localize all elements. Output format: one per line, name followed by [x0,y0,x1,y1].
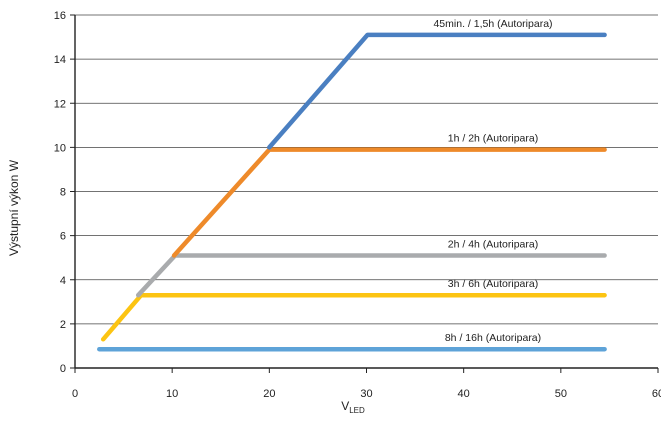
x-tick-label: 10 [166,388,178,400]
x-axis-title-subscript: LED [349,406,365,415]
y-tick-label: 8 [60,187,66,199]
y-tick-label: 14 [54,54,66,66]
x-tick-label: 20 [263,388,275,400]
y-tick-label: 12 [54,98,66,110]
x-axis-title-main: V [341,399,349,413]
x-tick-label: 40 [458,388,470,400]
y-tick-label: 6 [60,231,66,243]
x-tick-label: 0 [72,388,78,400]
y-tick-label: 16 [54,10,66,22]
axis-layer [70,14,659,373]
x-tick-label: 60 [652,388,661,400]
y-tick-label: 0 [60,363,66,375]
series-line-1 [267,32,607,150]
x-axis-title: VLED [341,399,365,415]
grid-layer [75,14,658,325]
y-tick-label: 2 [60,319,66,331]
series-label-3: 2h / 4h (Autoripara) [448,238,538,250]
y-tick-label: 10 [54,142,66,154]
y-axis-title: Výstupní výkon W [7,159,21,256]
y-tick-label: 4 [60,275,66,287]
series-label-2: 1h / 2h (Autoripara) [448,133,538,145]
series-label-4: 3h / 6h (Autoripara) [448,278,538,290]
x-tick-label: 30 [360,388,372,400]
x-tick-label: 50 [555,388,567,400]
series-line-2 [171,147,607,258]
series-layer [97,32,607,352]
label-layer: 0 2 4 6 8 10 12 14 16 0 10 20 30 40 50 60 45min. / 1,5h … [54,10,661,400]
series-label-1: 45min. / 1,5h (Autoripara) [433,18,552,30]
series-label-5: 8h / 16h (Autoripara) [445,332,541,344]
